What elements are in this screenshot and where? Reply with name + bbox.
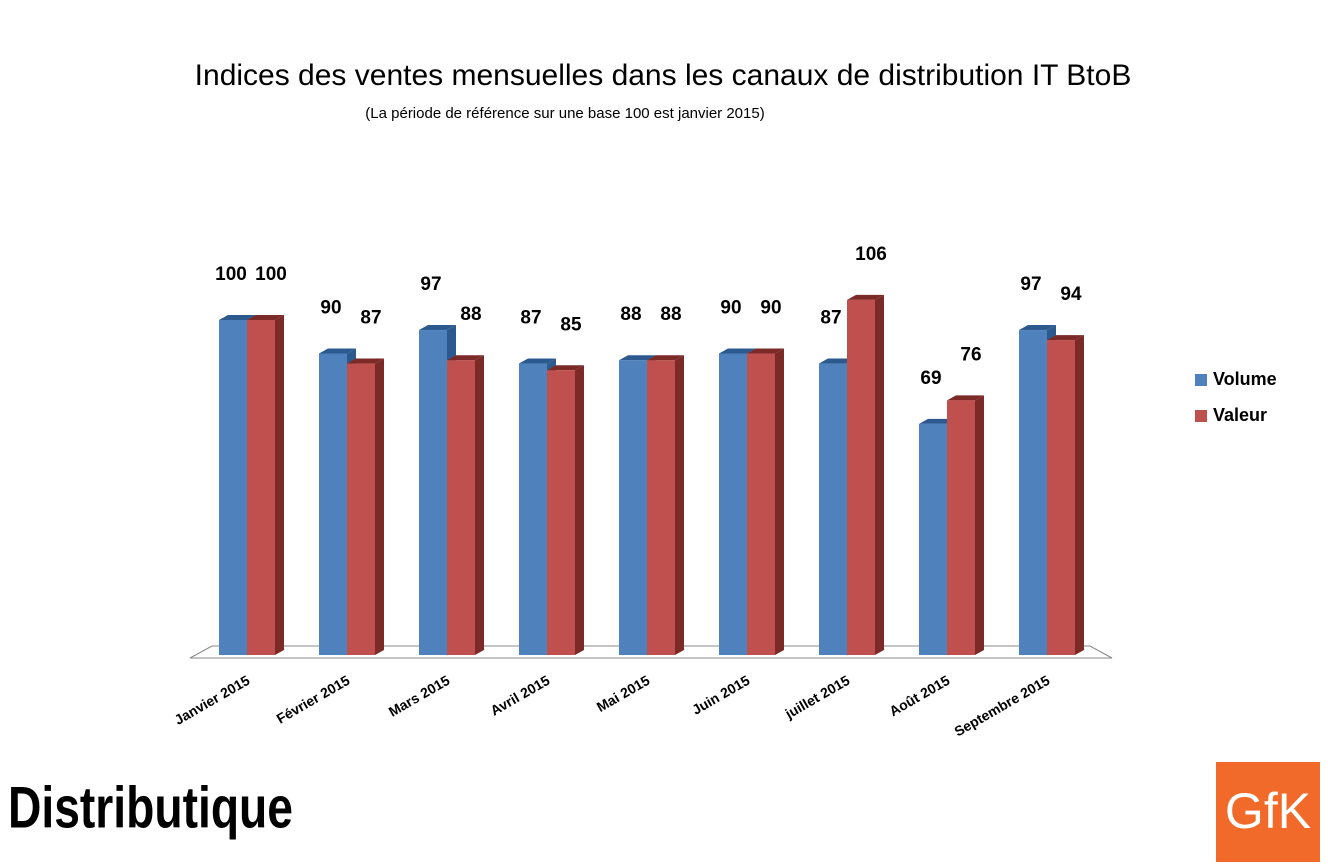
chart-subtitle: (La période de référence sur une base 10… [365, 105, 764, 122]
bar [547, 370, 575, 655]
bar [319, 353, 347, 655]
bar [447, 360, 475, 655]
bar [647, 360, 675, 655]
x-tick-label: Avril 2015 [488, 672, 553, 719]
data-label: 90 [320, 298, 341, 319]
bar [947, 400, 975, 655]
bar [219, 320, 247, 655]
bar [247, 320, 275, 655]
x-tick-label: Janvier 2015 [172, 672, 253, 728]
bar-top [647, 355, 684, 361]
legend-label: Volume [1213, 369, 1277, 389]
bar-side [575, 365, 584, 655]
bar-top [947, 395, 984, 401]
x-tick-label: Mai 2015 [594, 672, 653, 715]
data-label: 88 [620, 304, 641, 325]
x-tick-label: Juin 2015 [689, 672, 752, 718]
bar [819, 363, 847, 655]
bar-side [775, 348, 784, 655]
logo-gfk-box [1216, 762, 1320, 862]
bar-top [747, 348, 784, 354]
bar-top [419, 325, 456, 331]
bar-side [375, 358, 384, 655]
data-label: 88 [660, 304, 681, 325]
legend-swatch [1195, 374, 1207, 386]
x-tick-label: Mars 2015 [386, 672, 453, 720]
legend-swatch [1195, 410, 1207, 422]
bar-side [275, 315, 284, 655]
data-label: 106 [855, 244, 887, 265]
chart-title: Indices des ventes mensuelles dans les c… [195, 59, 1132, 92]
bar-top [447, 355, 484, 361]
bar-side [975, 395, 984, 655]
bar [919, 423, 947, 655]
data-label: 76 [960, 344, 981, 365]
data-label: 100 [215, 264, 247, 285]
data-label: 94 [1060, 284, 1082, 305]
bar-top [619, 355, 656, 361]
bar-side [875, 294, 884, 655]
bar [619, 360, 647, 655]
bar-top [547, 365, 584, 371]
bar-top [847, 294, 884, 300]
bar-top [519, 358, 556, 364]
data-label: 87 [360, 308, 381, 329]
data-label: 97 [1020, 274, 1041, 295]
bar-top [347, 358, 384, 364]
data-label: 87 [820, 308, 841, 329]
data-label: 69 [920, 368, 941, 389]
bar-top [1047, 335, 1084, 341]
bar-side [475, 355, 484, 655]
x-tick-label: Août 2015 [886, 672, 952, 719]
bar [347, 363, 375, 655]
data-label: 100 [255, 264, 287, 285]
bar-top [319, 348, 356, 354]
bar [1019, 330, 1047, 655]
data-label: 97 [420, 274, 441, 295]
bar-top [247, 315, 284, 320]
logo-gfk: GfK [1225, 783, 1311, 839]
bar [719, 353, 747, 655]
data-label: 87 [520, 308, 541, 329]
bar-top [919, 418, 956, 424]
bar [519, 363, 547, 655]
bar [847, 299, 875, 655]
bar-top [719, 348, 756, 354]
data-label: 90 [760, 298, 781, 319]
data-label: 88 [460, 304, 481, 325]
x-tick-label: juillet 2015 [781, 672, 852, 722]
data-label: 90 [720, 298, 741, 319]
x-tick-label: Septembre 2015 [951, 672, 1052, 740]
bar-top [819, 358, 856, 364]
logo-distributique: Distributique [8, 775, 293, 840]
bar [1047, 340, 1075, 655]
bar-top [1019, 325, 1056, 331]
bar-side [1075, 335, 1084, 655]
bar-side [675, 355, 684, 655]
bar-top [219, 315, 256, 320]
data-label: 85 [560, 314, 582, 335]
x-tick-label: Février 2015 [274, 672, 353, 727]
bar [419, 330, 447, 655]
legend-label: Valeur [1213, 405, 1267, 425]
bar [747, 353, 775, 655]
